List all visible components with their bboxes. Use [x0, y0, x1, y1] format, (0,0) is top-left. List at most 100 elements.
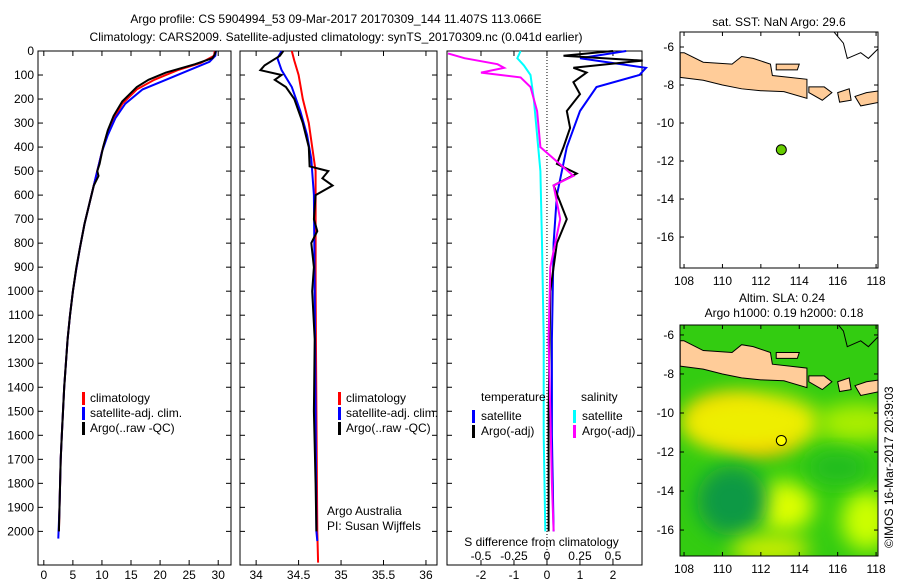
series-satellite-adj-clim- — [57, 50, 217, 539]
legend-label: climatology — [90, 391, 150, 405]
legend-marker-1 — [472, 425, 475, 438]
legend-label: Argo(-adj) — [582, 424, 635, 438]
legend-label: satellite-adj. clim. — [90, 406, 182, 420]
land-polygon — [775, 352, 800, 359]
sst_map-xtick-label: 116 — [828, 274, 847, 288]
series-climatology — [57, 50, 216, 532]
depth-ytick-label: 500 — [14, 164, 34, 178]
series-salinity-satellite — [516, 50, 547, 532]
depth-ytick-label: 1500 — [7, 404, 34, 418]
depth-ytick-label: 0 — [27, 44, 34, 58]
s-diff-tick-label: 0.5 — [605, 549, 622, 563]
legend-marker-2 — [82, 422, 85, 435]
difference-xtick-label: 1 — [577, 568, 584, 580]
depth-ytick-label: 1900 — [7, 500, 34, 514]
temperature-xtick-label: 10 — [95, 568, 109, 580]
legend-marker-2 — [573, 410, 576, 423]
sst-map-title: sat. SST: NaN Argo: 29.6 — [712, 15, 846, 29]
legend-label: satellite — [481, 409, 522, 423]
sst_map-xtick-label: 114 — [790, 274, 809, 288]
depth-ytick-label: 900 — [14, 260, 34, 274]
sla_map-ytick-label: -14 — [657, 484, 675, 498]
temperature-xtick-label: 20 — [153, 568, 167, 580]
sla_map-ytick-label: -6 — [663, 328, 674, 342]
s-diff-tick-label: 0.25 — [568, 549, 592, 563]
sst_map-ytick-label: -14 — [657, 192, 675, 206]
sst_map-ytick-label: -8 — [663, 78, 674, 92]
sst_map-xtick-label: 108 — [674, 274, 694, 288]
depth-ytick-label: 400 — [14, 140, 34, 154]
depth-ytick-label: 1300 — [7, 356, 34, 370]
legend-label: Argo(..raw -QC) — [90, 421, 175, 435]
temperature-axes-frame — [37, 50, 232, 566]
legend-label: Argo(..raw -QC) — [346, 421, 431, 435]
legend-label: Argo(-adj) — [481, 424, 534, 438]
sla-anomaly-patch — [730, 534, 811, 556]
sla-anomaly-patch — [816, 402, 878, 443]
legend-marker-1 — [82, 407, 85, 420]
sst_map-axes-frame — [679, 31, 879, 269]
land-polygon — [854, 379, 878, 396]
legend-label: climatology — [346, 391, 406, 405]
depth-ytick-label: 800 — [14, 236, 34, 250]
sst_map-ytick-label: -16 — [657, 230, 675, 244]
sst_map-ytick-label: -10 — [657, 116, 675, 130]
s-diff-tick-label: -0.25 — [500, 549, 528, 563]
land-polygon — [808, 375, 833, 391]
depth-ytick-label: 300 — [14, 116, 34, 130]
credit-text: ©IMOS 16-Mar-2017 20:39:03 — [882, 386, 896, 548]
sla_map-xtick-label: 110 — [713, 562, 732, 576]
sla-map-title-1: Altim. SLA: 0.24 — [739, 291, 825, 305]
land-polygon — [854, 90, 878, 107]
depth-ytick-label: 1800 — [7, 476, 34, 490]
sla_map-ytick-label: -16 — [657, 523, 675, 537]
coastline — [837, 325, 878, 348]
legend-marker-0 — [82, 392, 85, 405]
land-polygon — [775, 63, 800, 71]
sla_map-ytick-label: -10 — [657, 406, 675, 420]
depth-ytick-label: 700 — [14, 212, 34, 226]
sst_map-xtick-label: 112 — [751, 274, 770, 288]
legend-header-temperature: temperature — [481, 390, 546, 404]
sla-anomaly-patch — [807, 452, 868, 483]
series-temperature-argo-adj- — [547, 50, 643, 532]
coastline — [833, 32, 878, 60]
sla_map-xtick-label: 112 — [751, 562, 770, 576]
depth-ytick-label: 1000 — [7, 284, 34, 298]
series-salinity-argo-adj- — [447, 52, 576, 532]
salinity-xtick-label: 36 — [419, 568, 433, 580]
legend-marker-1 — [338, 407, 341, 420]
temperature-xtick-label: 0 — [40, 568, 47, 580]
land-polygon — [680, 340, 808, 389]
depth-ytick-label: 1600 — [7, 428, 34, 442]
sst_map-plot-area — [680, 32, 878, 107]
land-polygon — [680, 52, 808, 99]
sla_map-xtick-label: 118 — [867, 562, 886, 576]
series-argo-raw-qc- — [258, 50, 335, 532]
difference-xtick-label: -2 — [476, 568, 487, 580]
depth-ytick-label: 2000 — [7, 524, 34, 538]
annotation-text: PI: Susan Wijffels — [327, 519, 421, 533]
sla_map-xtick-label: 114 — [790, 562, 809, 576]
sst_map-ytick-label: -6 — [663, 40, 674, 54]
salinity-xtick-label: 34.5 — [287, 568, 311, 580]
temperature-xtick-label: 5 — [70, 568, 77, 580]
legend-marker-0 — [338, 392, 341, 405]
difference-axes-frame — [446, 50, 643, 566]
depth-ytick-label: 1400 — [7, 380, 34, 394]
land-polygon — [837, 377, 852, 393]
sst_map-xtick-label: 110 — [713, 274, 732, 288]
sla_map-xtick-label: 108 — [674, 562, 694, 576]
series-temperature-satellite — [550, 50, 649, 532]
sst_map-xtick-label: 118 — [867, 274, 886, 288]
temperature-xtick-label: 25 — [182, 568, 196, 580]
salinity-axes-frame — [239, 50, 438, 566]
s-diff-tick-label: -0.5 — [471, 549, 492, 563]
sla-anomaly-patch — [681, 392, 822, 453]
legend-marker-0 — [472, 410, 475, 423]
sla_map-ytick-label: -12 — [657, 445, 675, 459]
series-satellite-adj-clim- — [276, 50, 319, 542]
sla_map-xtick-label: 116 — [828, 562, 847, 576]
sla-anomaly-patch — [841, 490, 878, 551]
